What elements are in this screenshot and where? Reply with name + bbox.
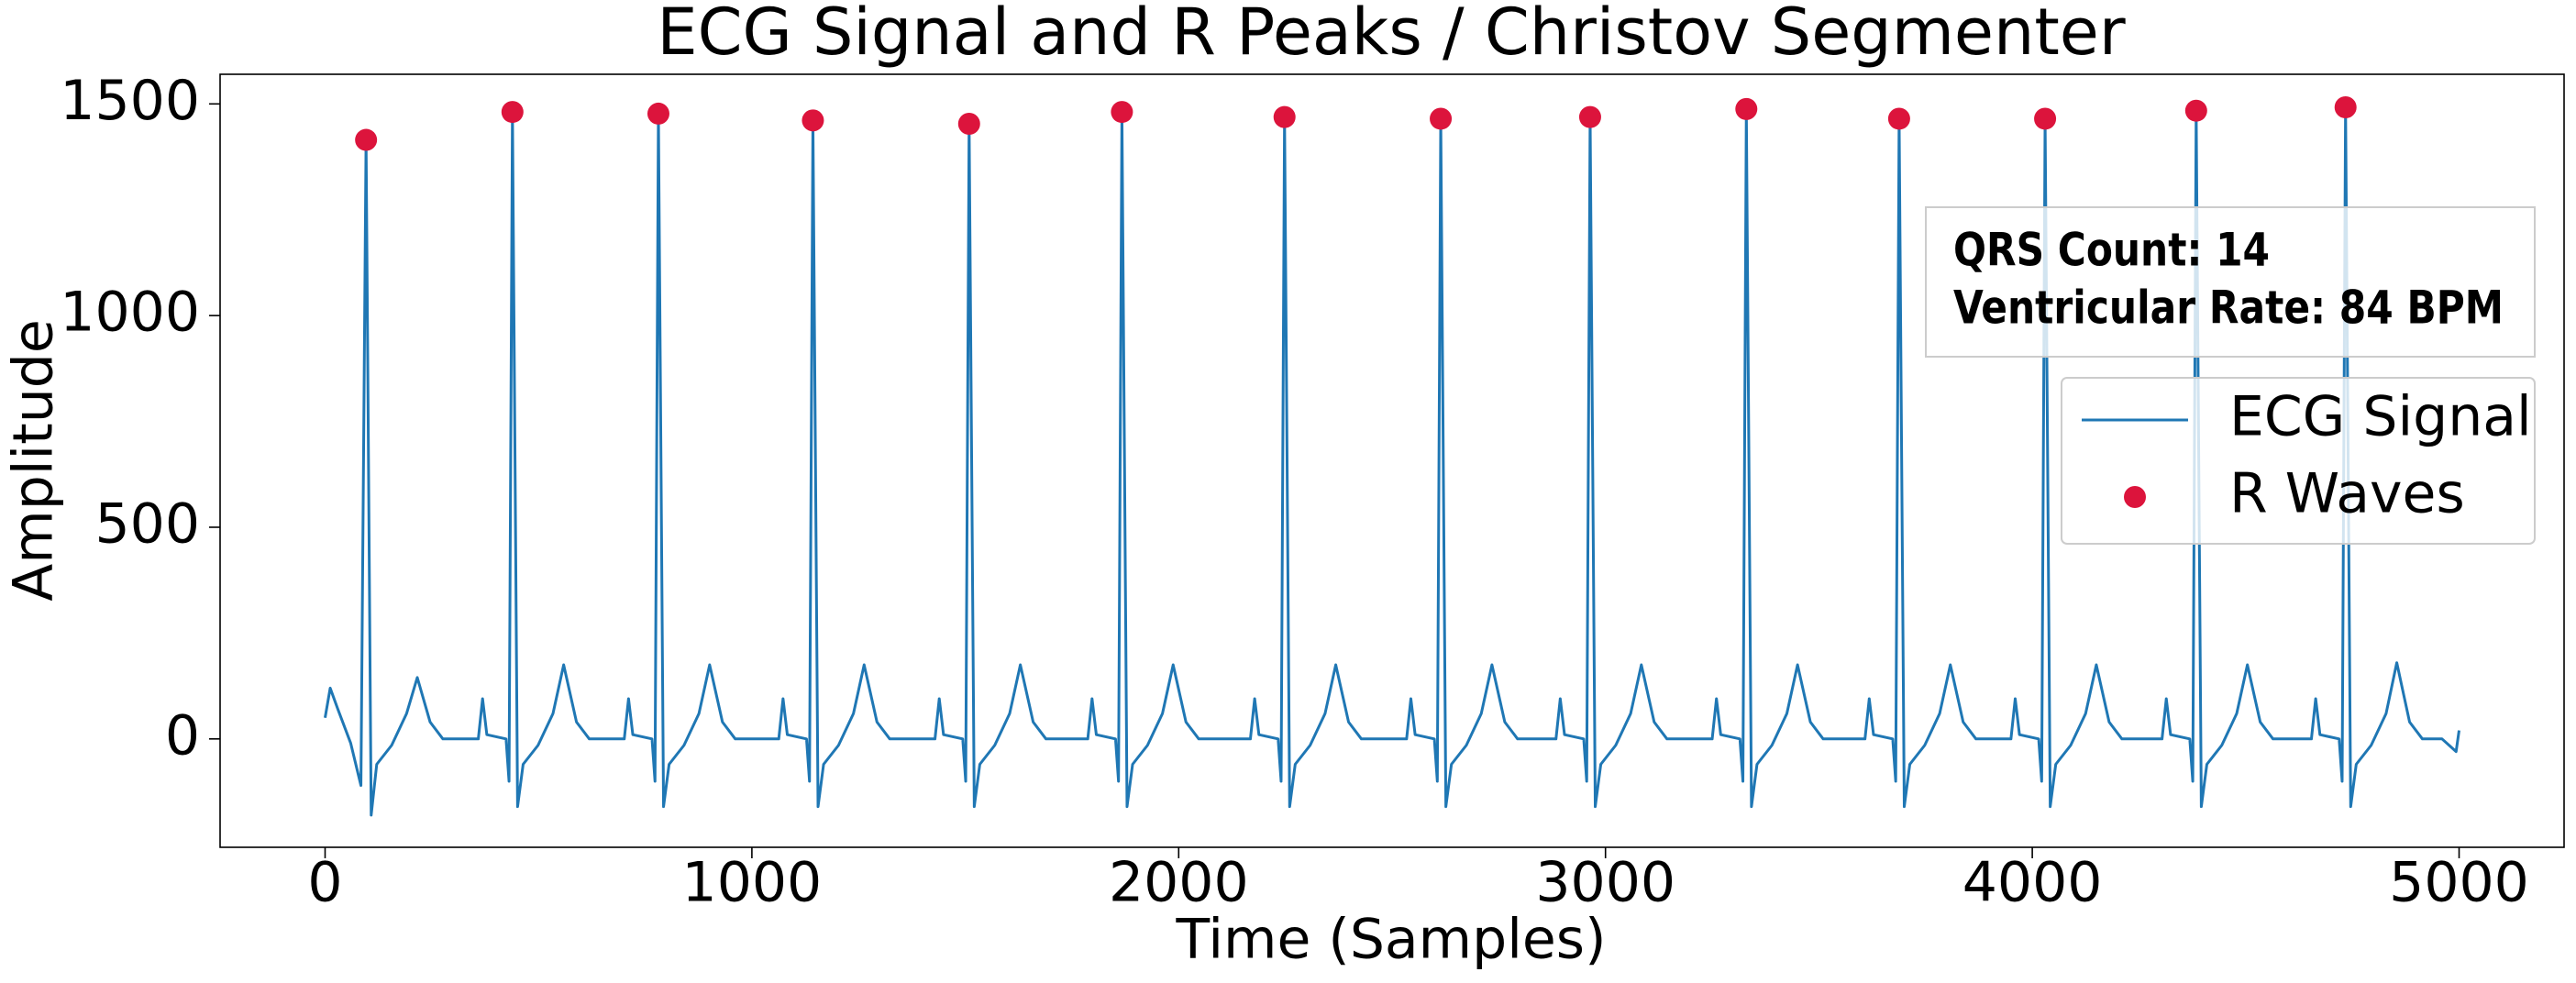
chart-title: ECG Signal and R Peaks / Christov Segmen…	[657, 0, 2125, 70]
x-tick-label: 0	[307, 851, 342, 915]
y-axis-label: Amplitude	[2, 319, 66, 601]
annotation-text: QRS Count: 14	[1953, 224, 2270, 277]
x-tick-label: 1000	[682, 851, 823, 915]
x-axis-label: Time (Samples)	[1176, 908, 1607, 972]
x-tick-label: 3000	[1535, 851, 1675, 915]
y-tick-label: 0	[165, 703, 200, 768]
annotation-box	[1925, 206, 2536, 358]
legend-label: R Waves	[2229, 462, 2465, 526]
r-wave-point	[1111, 101, 1133, 124]
legend-label: ECG Signal	[2229, 385, 2532, 449]
r-wave-point	[1887, 107, 1910, 130]
r-wave-point	[501, 101, 524, 124]
y-tick-label: 1500	[60, 69, 200, 133]
r-wave-point	[355, 128, 378, 151]
r-wave-point	[957, 113, 980, 136]
r-wave-point	[647, 102, 669, 125]
r-wave-point	[2184, 99, 2207, 122]
y-tick-label: 500	[94, 492, 200, 557]
r-wave-point	[2034, 107, 2057, 130]
r-wave-point	[2334, 96, 2357, 119]
r-wave-point	[802, 109, 824, 132]
annotation-text: Ventricular Rate: 84 BPM	[1953, 282, 2504, 335]
x-tick-label: 2000	[1109, 851, 1249, 915]
plot-frame	[219, 73, 2565, 848]
r-wave-point	[1735, 97, 1758, 120]
r-wave-point	[1273, 105, 1296, 128]
r-wave-point	[1578, 105, 1601, 128]
legend-marker	[2124, 486, 2146, 508]
r-wave-point	[1430, 107, 1453, 130]
x-tick-label: 4000	[1962, 851, 2103, 915]
y-tick-label: 1000	[60, 281, 200, 345]
ecg-line	[324, 105, 2460, 817]
x-tick-label: 5000	[2389, 851, 2529, 915]
